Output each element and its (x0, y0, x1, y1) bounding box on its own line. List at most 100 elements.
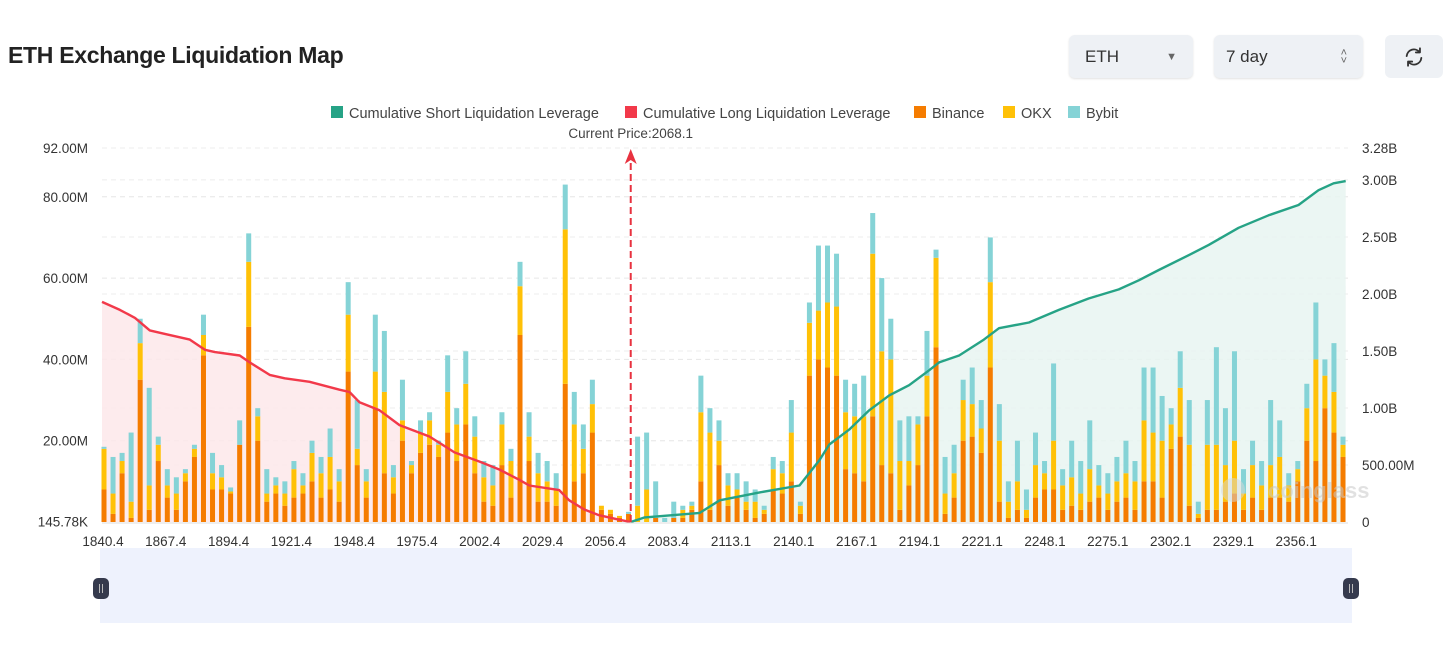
bar-binance (436, 456, 442, 522)
bar-binance (499, 465, 505, 522)
bar-okx (1150, 432, 1156, 482)
bar-bybit (345, 282, 351, 315)
bar-binance (264, 501, 270, 522)
bar-bybit (879, 278, 885, 352)
legend-swatch (1068, 106, 1080, 118)
bar-okx (616, 515, 622, 518)
bar-okx (309, 452, 315, 482)
x-tick-label: 1867.4 (145, 534, 187, 549)
bar-bybit (653, 481, 659, 518)
bar-okx (969, 404, 975, 437)
symbol-select[interactable]: ETH ▼ (1069, 35, 1193, 78)
bar-okx (1042, 473, 1048, 490)
bar-bybit (580, 424, 586, 449)
bar-bybit (300, 473, 306, 486)
bar-binance (110, 513, 116, 522)
bar-binance (399, 440, 405, 522)
bar-bybit (1277, 420, 1283, 457)
bar-binance (1195, 517, 1201, 522)
bar-binance (354, 465, 360, 522)
bar-binance (861, 481, 867, 522)
bar-okx (861, 416, 867, 482)
bar-bybit (797, 501, 803, 506)
bar-okx (228, 491, 234, 494)
bar-bybit (924, 330, 930, 376)
bar-bybit (255, 408, 261, 417)
bar-okx (843, 412, 849, 470)
bar-okx (788, 432, 794, 482)
bar-okx (978, 428, 984, 453)
x-tick-label: 1975.4 (396, 534, 438, 549)
zoom-slider-right-handle[interactable] (1343, 578, 1359, 599)
bar-binance (1222, 501, 1228, 522)
bar-bybit (363, 469, 369, 482)
bar-bybit (716, 420, 722, 441)
bar-bybit (191, 444, 197, 449)
bar-okx (418, 432, 424, 453)
bar-okx (1295, 469, 1301, 482)
bar-binance (535, 501, 541, 522)
bar-okx (698, 412, 704, 482)
bar-bybit (734, 473, 740, 490)
bar-okx (1087, 469, 1093, 502)
legend-swatch (625, 106, 637, 118)
bar-bybit (1078, 461, 1084, 494)
bar-okx (1078, 493, 1084, 510)
bar-okx (146, 485, 152, 510)
bar-okx (825, 302, 831, 368)
bar-binance (418, 452, 424, 522)
y-right-tick-label: 0 (1362, 515, 1370, 530)
bar-bybit (1268, 400, 1274, 466)
bar-binance (1322, 408, 1328, 522)
bar-bybit (725, 473, 731, 486)
bar-okx (1114, 481, 1120, 502)
period-select[interactable]: 7 day ˄ ˅ (1214, 35, 1363, 78)
bar-binance (843, 469, 849, 522)
bar-binance (191, 456, 197, 522)
bar-bybit (427, 412, 433, 421)
legend-swatch (914, 106, 926, 118)
bar-bybit (680, 505, 686, 510)
bar-binance (282, 505, 288, 522)
bar-bybit (481, 461, 487, 478)
y-left-tick-label: 92.00M (43, 141, 88, 156)
bar-bybit (327, 428, 333, 457)
bar-okx (354, 448, 360, 466)
bar-okx (137, 343, 143, 380)
refresh-button[interactable] (1385, 35, 1443, 78)
bar-bybit (888, 318, 894, 360)
bar-binance (779, 493, 785, 522)
bar-binance (924, 416, 930, 522)
x-tick-label: 2248.1 (1024, 534, 1065, 549)
bar-okx (1231, 440, 1237, 494)
bar-bybit (644, 432, 650, 490)
y-left-tick-label: 60.00M (43, 271, 88, 286)
bar-binance (1023, 517, 1029, 522)
bar-okx (1168, 424, 1174, 449)
bar-bybit (671, 501, 677, 518)
x-tick-label: 1921.4 (271, 534, 313, 549)
y-right-tick-label: 3.28B (1362, 141, 1397, 156)
bar-okx (481, 477, 487, 502)
up-down-chevron-icon: ˄ ˅ (1340, 46, 1347, 67)
bar-okx (210, 473, 216, 490)
bar-bybit (1114, 456, 1120, 482)
zoom-slider-left-handle[interactable] (93, 578, 109, 599)
bar-bybit (933, 249, 939, 258)
bar-binance (752, 517, 758, 522)
legend-item: Bybit (1086, 106, 1118, 122)
zoom-slider-track[interactable] (100, 548, 1352, 623)
bar-binance (725, 505, 731, 522)
bar-binance (933, 347, 939, 522)
bar-bybit (1204, 400, 1210, 445)
x-tick-label: 2194.1 (899, 534, 940, 549)
bar-okx (725, 485, 731, 506)
bar-okx (318, 473, 324, 498)
bar-bybit (1023, 489, 1029, 510)
bar-bybit (210, 452, 216, 474)
bar-okx (553, 489, 559, 506)
bar-bybit (707, 408, 713, 433)
bar-binance (1132, 509, 1138, 522)
symbol-select-value: ETH (1085, 46, 1119, 66)
